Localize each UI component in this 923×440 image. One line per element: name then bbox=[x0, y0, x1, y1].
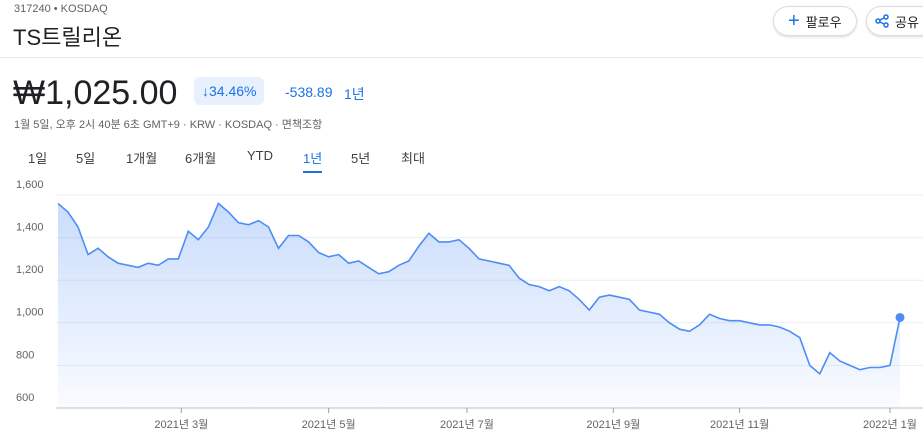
ticker: 317240 • KOSDAQ bbox=[14, 3, 108, 15]
y-tick-label: 1,200 bbox=[16, 264, 44, 276]
down-arrow: ↓ bbox=[202, 83, 209, 99]
range-tab[interactable]: 최대 bbox=[401, 151, 425, 166]
price-line bbox=[57, 202, 901, 376]
range-tab[interactable]: 5년 bbox=[351, 151, 371, 166]
x-tick-label: 2021년 7월 bbox=[440, 418, 494, 431]
share-icon bbox=[875, 14, 889, 28]
x-tick-label: 2022년 1월 bbox=[863, 418, 917, 431]
change-abs: -538.89 bbox=[285, 84, 333, 100]
company-name: TS트릴리온 bbox=[13, 25, 123, 50]
range-tab[interactable]: 6개월 bbox=[185, 151, 217, 166]
x-tick-label: 2021년 11월 bbox=[710, 418, 769, 431]
x-tick-label: 2021년 5월 bbox=[302, 418, 356, 431]
follow-button[interactable]: + 팔로우 bbox=[773, 6, 857, 36]
y-tick-label: 800 bbox=[16, 349, 34, 361]
y-tick-label: 1,400 bbox=[16, 222, 44, 234]
price-area bbox=[58, 203, 900, 408]
change-period: 1년 bbox=[344, 86, 365, 102]
share-button[interactable]: 공유 bbox=[866, 6, 923, 36]
x-tick-label: 2021년 3월 bbox=[154, 418, 208, 431]
change-pct-chip: ↓ 34.46% bbox=[194, 77, 265, 105]
range-tab[interactable]: YTD bbox=[247, 148, 273, 163]
divider bbox=[0, 57, 923, 58]
y-tick-label: 1,000 bbox=[16, 307, 44, 319]
chart: 600 800 1,000 1,200 1,400 1,600 2021년 3월 2021년 … bbox=[16, 180, 923, 431]
share-label: 공유 bbox=[895, 14, 919, 30]
range-tab[interactable]: 1일 bbox=[28, 151, 48, 166]
change-pct: 34.46% bbox=[209, 83, 257, 99]
y-tick-label: 600 bbox=[16, 392, 34, 404]
last-point bbox=[895, 312, 905, 322]
y-tick-label: 1,600 bbox=[16, 180, 44, 191]
range-tab[interactable]: 1년 bbox=[303, 148, 323, 173]
range-tab[interactable]: 1개월 bbox=[126, 151, 158, 166]
follow-label: 팔로우 bbox=[805, 14, 842, 30]
x-tick-label: 2021년 9월 bbox=[586, 418, 640, 431]
price: ₩1,025.00 bbox=[13, 74, 178, 112]
meta: 1월 5일, 오후 2시 40분 6초 GMT+9 · KRW · KOSDAQ… bbox=[14, 119, 323, 131]
range-tab[interactable]: 5일 bbox=[76, 151, 96, 166]
